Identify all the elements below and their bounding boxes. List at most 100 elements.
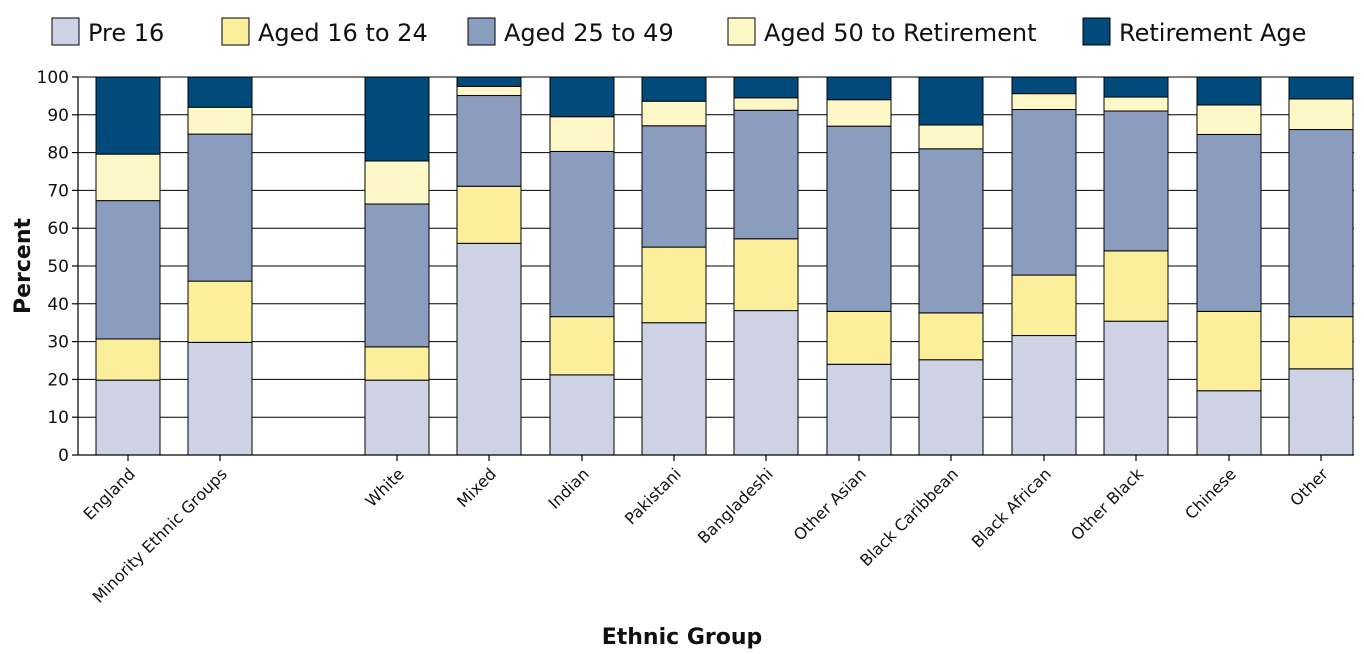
y-tick-label-10: 10 [47, 408, 69, 428]
y-tick-label-50: 50 [47, 257, 69, 277]
legend: Pre 16 Aged 16 to 24 Aged 25 to 49 Aged 50 … [51, 17, 1306, 47]
bar-black-african-aged-25-to-49 [1011, 109, 1077, 276]
y-tick-label-90: 90 [47, 106, 69, 126]
bar-group-mixed [456, 76, 522, 456]
x-tick-label-england: England [79, 464, 138, 523]
y-tick-label-80: 80 [47, 144, 69, 164]
bar-black-caribbean-aged-25-to-49 [918, 148, 984, 314]
y-ticks: 0 10 20 30 40 50 60 70 80 90 100 [37, 68, 78, 466]
bars [95, 76, 1354, 456]
legend-swatch-pre-16 [51, 17, 80, 46]
x-tick-label-indian: Indian [544, 464, 592, 512]
bar-indian-pre-16 [549, 374, 615, 456]
x-tick-label-bangladeshi: Bangladeshi [694, 464, 777, 547]
bar-england-aged-50-to-retirement [95, 153, 161, 202]
bar-england-aged-16-to-24 [95, 338, 161, 381]
legend-swatch-aged-16-to-24 [221, 17, 250, 46]
legend-label-pre-16: Pre 16 [88, 19, 164, 47]
bar-indian-retirement-age [549, 76, 615, 118]
x-tick-label-mixed: Mixed [453, 464, 500, 511]
bar-pakistani-retirement-age [641, 76, 707, 102]
x-tick-label-black-caribbean: Black Caribbean [856, 464, 962, 570]
bar-chinese-aged-50-to-retirement [1196, 104, 1262, 135]
bar-mixed-aged-50-to-retirement [456, 85, 522, 97]
bar-chinese-aged-16-to-24 [1196, 310, 1262, 392]
x-tick-label-black-african: Black African [968, 464, 1055, 551]
bar-bangladeshi-aged-25-to-49 [733, 109, 799, 240]
bar-bangladeshi-aged-50-to-retirement [733, 97, 799, 111]
legend-label-aged-25-to-49: Aged 25 to 49 [504, 19, 674, 47]
x-tick-label-pakistani: Pakistani [621, 464, 685, 528]
bar-other-black-retirement-age [1103, 76, 1169, 98]
bar-other-aged-50-to-retirement [1288, 98, 1354, 131]
bar-bangladeshi-pre-16 [733, 310, 799, 456]
bar-pakistani-aged-50-to-retirement [641, 100, 707, 127]
bar-group-england [95, 76, 161, 456]
bar-other-aged-25-to-49 [1288, 129, 1354, 318]
bar-group-other-asian [826, 76, 892, 456]
bar-mixed-aged-25-to-49 [456, 95, 522, 187]
bar-minority-ethnic-groups-aged-50-to-retirement [187, 106, 253, 135]
x-tick-label-white: White [361, 464, 407, 510]
bar-indian-aged-16-to-24 [549, 316, 615, 376]
bar-black-african-aged-50-to-retirement [1011, 93, 1077, 111]
bar-other-aged-16-to-24 [1288, 316, 1354, 370]
bar-group-pakistani [641, 76, 707, 456]
bar-group-chinese [1196, 76, 1262, 456]
bar-black-caribbean-aged-16-to-24 [918, 312, 984, 361]
bar-white-aged-25-to-49 [364, 203, 430, 348]
legend-label-aged-50-to-retirement: Aged 50 to Retirement [764, 19, 1036, 47]
bar-black-caribbean-retirement-age [918, 76, 984, 126]
bar-white-aged-16-to-24 [364, 346, 430, 381]
bar-other-black-aged-25-to-49 [1103, 110, 1169, 252]
y-tick-label-100: 100 [37, 68, 69, 88]
bar-black-caribbean-pre-16 [918, 359, 984, 456]
bar-group-white [364, 76, 430, 456]
bar-other-black-pre-16 [1103, 320, 1169, 456]
bar-group-indian [549, 76, 615, 456]
y-tick-label-20: 20 [47, 370, 69, 390]
x-axis-title: Ethnic Group [602, 625, 763, 650]
bar-bangladeshi-retirement-age [733, 76, 799, 99]
bar-chinese-retirement-age [1196, 76, 1262, 106]
bar-other-retirement-age [1288, 76, 1354, 100]
bar-chinese-pre-16 [1196, 390, 1262, 456]
x-tick-label-other-asian: Other Asian [790, 464, 870, 544]
bar-black-african-pre-16 [1011, 335, 1077, 456]
bar-mixed-retirement-age [456, 76, 522, 87]
bar-england-retirement-age [95, 76, 161, 155]
bar-other-asian-pre-16 [826, 363, 892, 456]
bar-black-african-retirement-age [1011, 76, 1077, 95]
bar-minority-ethnic-groups-retirement-age [187, 76, 253, 108]
y-axis-title: Percent [11, 218, 36, 315]
bar-black-caribbean-aged-50-to-retirement [918, 124, 984, 150]
bar-group-other [1288, 76, 1354, 456]
bar-other-black-aged-50-to-retirement [1103, 96, 1169, 112]
bar-group-minority-ethnic-groups [187, 76, 253, 456]
bar-minority-ethnic-groups-aged-25-to-49 [187, 133, 253, 282]
bar-indian-aged-50-to-retirement [549, 116, 615, 152]
bar-mixed-aged-16-to-24 [456, 185, 522, 244]
bar-black-african-aged-16-to-24 [1011, 274, 1077, 337]
bar-other-asian-aged-50-to-retirement [826, 99, 892, 127]
legend-swatch-aged-25-to-49 [467, 17, 496, 46]
x-tick-label-other-black: Other Black [1067, 464, 1147, 544]
legend-label-aged-16-to-24: Aged 16 to 24 [258, 19, 428, 47]
bar-other-pre-16 [1288, 368, 1354, 456]
bar-other-asian-retirement-age [826, 76, 892, 101]
bar-pakistani-pre-16 [641, 322, 707, 456]
y-tick-label-0: 0 [58, 446, 69, 466]
bar-white-retirement-age [364, 76, 430, 162]
bar-england-aged-25-to-49 [95, 200, 161, 340]
y-tick-label-60: 60 [47, 219, 69, 239]
bar-group-bangladeshi [733, 76, 799, 456]
bar-indian-aged-25-to-49 [549, 150, 615, 318]
bar-other-asian-aged-16-to-24 [826, 310, 892, 365]
bar-chinese-aged-25-to-49 [1196, 133, 1262, 312]
bar-group-other-black [1103, 76, 1169, 456]
bar-pakistani-aged-16-to-24 [641, 246, 707, 324]
bar-other-black-aged-16-to-24 [1103, 250, 1169, 322]
